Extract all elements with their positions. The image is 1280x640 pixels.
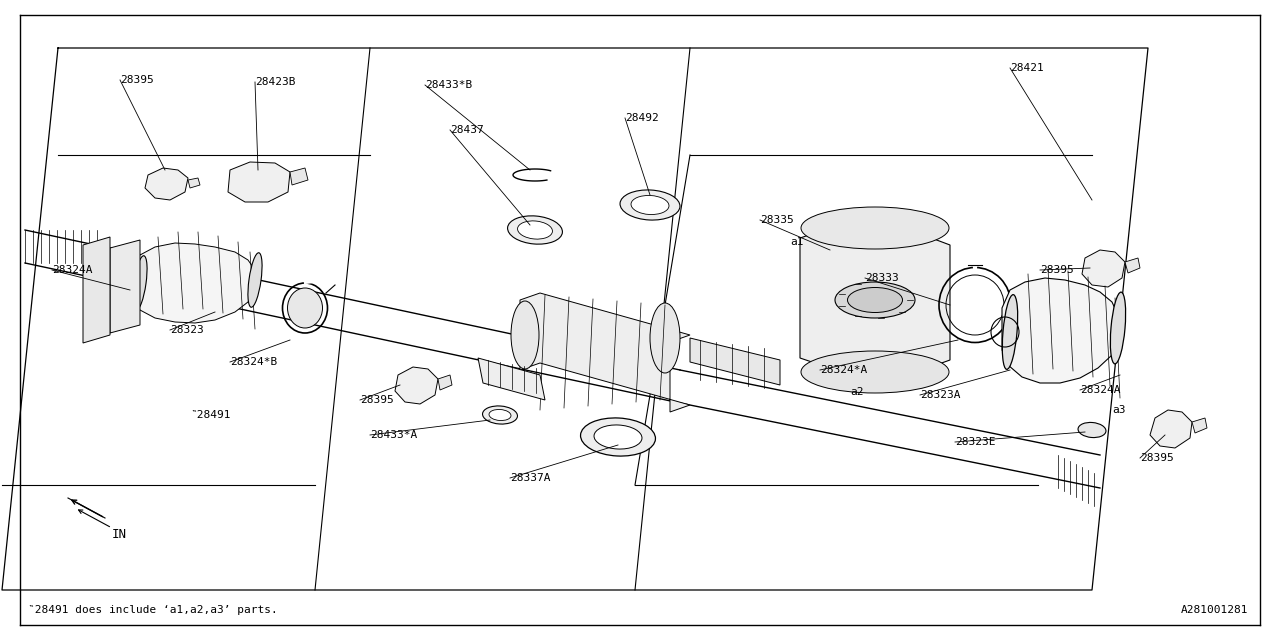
Text: 28324A: 28324A <box>1080 385 1120 395</box>
Ellipse shape <box>508 216 562 244</box>
Text: 28323A: 28323A <box>920 390 960 400</box>
Text: 28323: 28323 <box>170 325 204 335</box>
Ellipse shape <box>594 425 643 449</box>
Text: IN: IN <box>113 528 127 541</box>
Text: 28433*B: 28433*B <box>425 80 472 90</box>
Text: ‶28491 does include ‘a1,a2,a3’ parts.: ‶28491 does include ‘a1,a2,a3’ parts. <box>28 605 278 615</box>
Text: 28395: 28395 <box>360 395 394 405</box>
Ellipse shape <box>835 282 915 318</box>
Text: 28324*B: 28324*B <box>230 357 278 367</box>
Ellipse shape <box>483 406 517 424</box>
Text: ‶28491: ‶28491 <box>189 410 230 420</box>
Text: 28433*A: 28433*A <box>370 430 417 440</box>
Ellipse shape <box>620 190 680 220</box>
Ellipse shape <box>511 301 539 369</box>
Polygon shape <box>1149 410 1192 448</box>
Text: a1: a1 <box>790 237 804 247</box>
Text: 28437: 28437 <box>451 125 484 135</box>
Text: a3: a3 <box>1112 405 1125 415</box>
Text: 28324A: 28324A <box>52 265 92 275</box>
Ellipse shape <box>650 303 680 373</box>
Polygon shape <box>83 237 110 343</box>
Ellipse shape <box>489 410 511 420</box>
Ellipse shape <box>1002 294 1018 369</box>
Polygon shape <box>188 178 200 188</box>
Ellipse shape <box>1110 292 1125 364</box>
Ellipse shape <box>847 287 902 312</box>
Text: 28335: 28335 <box>760 215 794 225</box>
Text: 28395: 28395 <box>1039 265 1074 275</box>
Ellipse shape <box>133 256 147 310</box>
Polygon shape <box>438 375 452 390</box>
Ellipse shape <box>631 195 669 214</box>
Polygon shape <box>800 215 950 385</box>
Polygon shape <box>1125 258 1140 273</box>
Text: 28395: 28395 <box>1140 453 1174 463</box>
Ellipse shape <box>1078 422 1106 438</box>
Text: 28333: 28333 <box>865 273 899 283</box>
Polygon shape <box>1002 278 1117 383</box>
Polygon shape <box>145 168 188 200</box>
Ellipse shape <box>801 207 948 249</box>
Ellipse shape <box>581 418 655 456</box>
Ellipse shape <box>801 351 948 393</box>
Polygon shape <box>690 338 780 385</box>
Text: 28337A: 28337A <box>509 473 550 483</box>
Text: 28395: 28395 <box>120 75 154 85</box>
Text: 28323E: 28323E <box>955 437 996 447</box>
Text: a2: a2 <box>850 387 864 397</box>
Polygon shape <box>396 367 438 404</box>
Polygon shape <box>1082 250 1125 287</box>
Ellipse shape <box>288 288 323 328</box>
Text: 28324*A: 28324*A <box>820 365 868 375</box>
Polygon shape <box>477 358 545 400</box>
Polygon shape <box>520 293 690 412</box>
Polygon shape <box>291 168 308 185</box>
Text: 28421: 28421 <box>1010 63 1043 73</box>
Polygon shape <box>1192 418 1207 433</box>
Polygon shape <box>110 240 140 333</box>
Text: 28423B: 28423B <box>255 77 296 87</box>
Text: 28492: 28492 <box>625 113 659 123</box>
Polygon shape <box>133 243 255 323</box>
Text: A281001281: A281001281 <box>1180 605 1248 615</box>
Ellipse shape <box>248 253 262 307</box>
Polygon shape <box>228 162 291 202</box>
Ellipse shape <box>517 221 553 239</box>
